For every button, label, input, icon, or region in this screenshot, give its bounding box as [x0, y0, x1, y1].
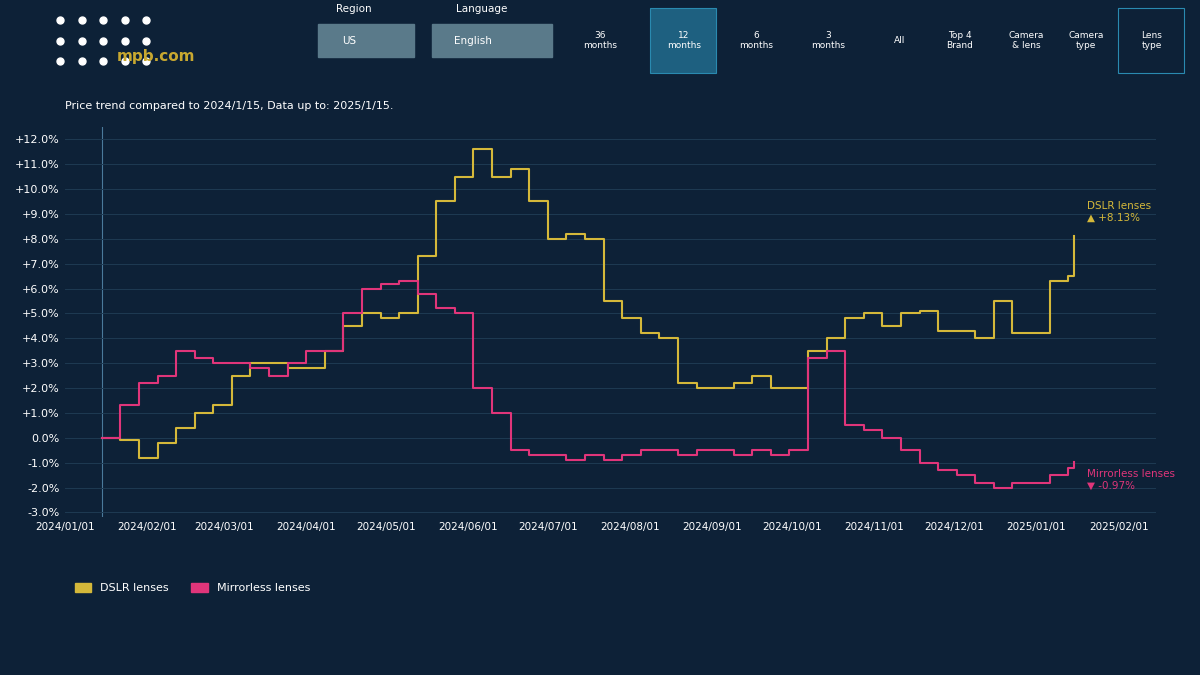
Text: Region: Region	[336, 4, 372, 14]
FancyBboxPatch shape	[1118, 8, 1184, 73]
Text: Language: Language	[456, 4, 508, 14]
Text: Top 4
Brand: Top 4 Brand	[947, 31, 973, 50]
FancyBboxPatch shape	[866, 8, 932, 73]
Text: Price trend compared to 2024/1/15, Data up to: 2025/1/15.: Price trend compared to 2024/1/15, Data …	[65, 101, 394, 111]
Text: English: English	[454, 36, 492, 45]
Text: DSLR lenses
▲ +8.13%: DSLR lenses ▲ +8.13%	[1087, 202, 1151, 223]
Text: Camera
type: Camera type	[1068, 31, 1104, 50]
Text: US: US	[342, 36, 356, 45]
Text: 36
months: 36 months	[583, 31, 617, 50]
Text: 12
months: 12 months	[667, 31, 701, 50]
Text: 3
months: 3 months	[811, 31, 845, 50]
FancyBboxPatch shape	[566, 8, 632, 73]
Text: Mirrorless lenses
▼ -0.97%: Mirrorless lenses ▼ -0.97%	[1087, 469, 1175, 491]
Text: Camera
& lens: Camera & lens	[1008, 31, 1044, 50]
Text: Lens
type: Lens type	[1141, 31, 1163, 50]
Text: All: All	[894, 36, 906, 45]
FancyBboxPatch shape	[926, 8, 992, 73]
FancyBboxPatch shape	[794, 8, 860, 73]
Text: 6
months: 6 months	[739, 31, 773, 50]
FancyBboxPatch shape	[318, 24, 414, 57]
FancyBboxPatch shape	[992, 8, 1058, 73]
FancyBboxPatch shape	[650, 8, 716, 73]
FancyBboxPatch shape	[722, 8, 788, 73]
FancyBboxPatch shape	[432, 24, 552, 57]
FancyBboxPatch shape	[1052, 8, 1118, 73]
Legend: DSLR lenses, Mirrorless lenses: DSLR lenses, Mirrorless lenses	[70, 579, 314, 598]
Text: mpb.com: mpb.com	[116, 49, 196, 64]
